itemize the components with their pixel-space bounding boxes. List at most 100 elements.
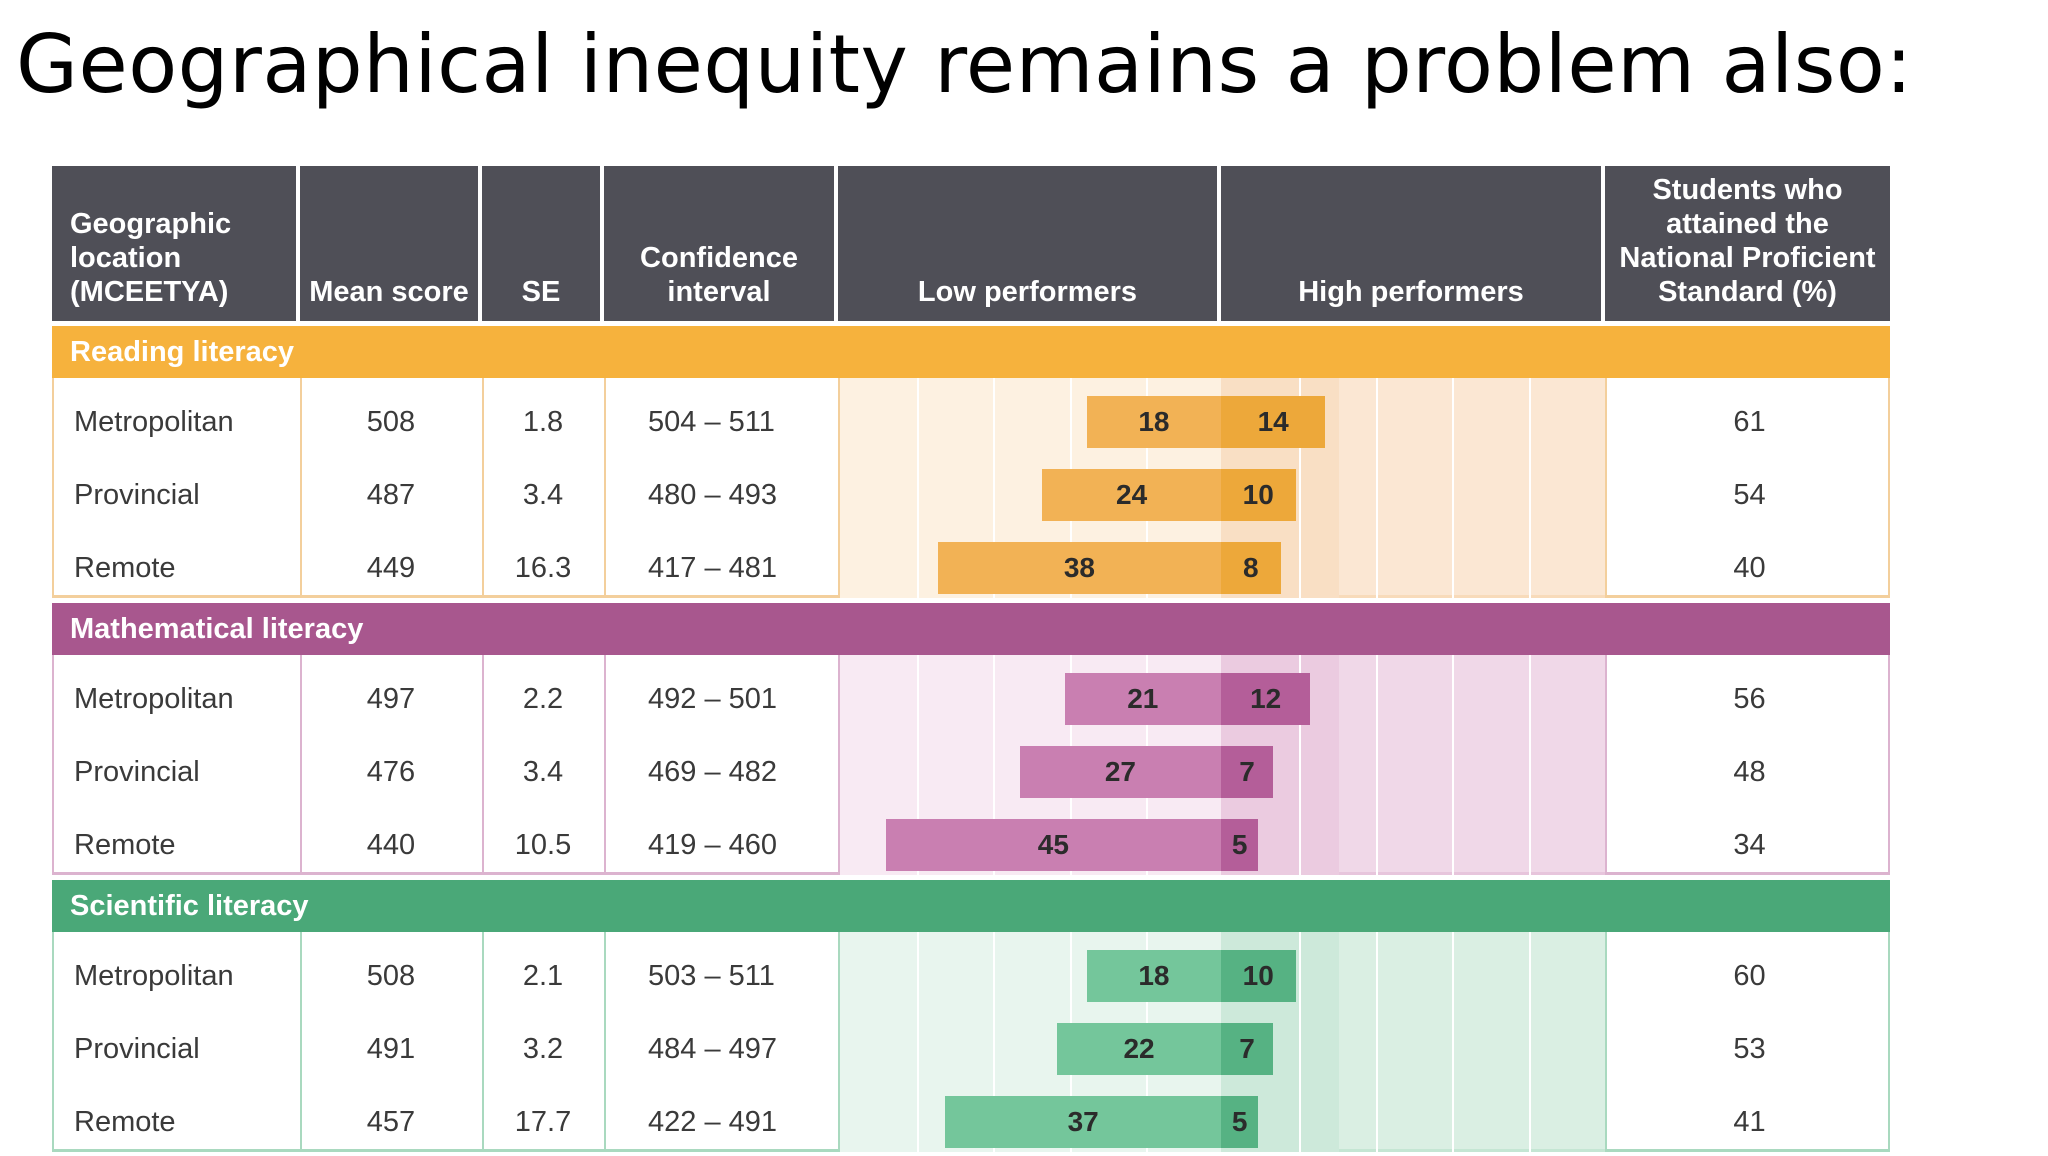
math-row-remote-cell-mean-score: 440 (366, 829, 416, 861)
science-row-metropolitan-low-bar (1086, 950, 1221, 1002)
science-row-provincial-cell-proficient-standard: 53 (1733, 1033, 1766, 1065)
reading-row-provincial-cell-location: Provincial (74, 479, 200, 511)
grid-line-math (1375, 655, 1378, 875)
math-row-provincial-high-bar (1221, 746, 1274, 798)
math-row-metropolitan-cell-se: 2.2 (522, 683, 564, 715)
math-row-metropolitan-cell-confidence-interval: 492 – 501 (648, 683, 778, 715)
header-divider (834, 166, 838, 321)
science-row-remote-high-label: 5 (1231, 1106, 1248, 1137)
section-block-science: Metropolitan 508 2.1 503 – 511 60 18 10 Provinc… (52, 932, 1890, 1152)
header-se: SE (482, 166, 600, 321)
header-divider (1217, 166, 1221, 321)
chart-area-high-reading (1339, 378, 1607, 598)
science-row-metropolitan-cell-location: Metropolitan (74, 960, 234, 992)
section-block-math: Metropolitan 497 2.2 492 – 501 56 21 12 Provinc… (52, 655, 1890, 875)
math-row-remote-cell-location: Remote (74, 829, 176, 861)
reading-row-provincial-cell-se: 3.4 (522, 479, 564, 511)
chart-area-high-math (1339, 655, 1607, 875)
header-confidence-interval: Confidence interval (604, 166, 834, 321)
science-row-metropolitan-high-bar (1221, 950, 1296, 1002)
reading-row-metropolitan-high-label: 14 (1257, 406, 1289, 437)
header-proficient-standard: Students who attained the National Profi… (1605, 166, 1890, 321)
grid-line-reading (1375, 378, 1378, 598)
reading-row-provincial-cell-mean-score: 487 (366, 479, 416, 511)
reading-row-metropolitan-cell-proficient-standard: 61 (1733, 406, 1766, 438)
science-row-metropolitan-low-label: 18 (1138, 960, 1170, 991)
grid-line-science (916, 932, 919, 1152)
header-high-performers: High performers (1221, 166, 1601, 321)
section-block-reading: Metropolitan 508 1.8 504 – 511 61 18 14 Provinc… (52, 378, 1890, 598)
grid-line-reading (1452, 378, 1454, 598)
math-row-remote-cell-se: 10.5 (514, 829, 572, 861)
performance-table: Geographic location (MCEETYA) Mean score… (52, 166, 1890, 1156)
reading-row-remote-cell-mean-score: 449 (366, 552, 416, 584)
column-divider-reading (838, 378, 840, 598)
science-row-provincial-cell-mean-score: 491 (366, 1033, 416, 1065)
slide-title: Geographical inequity remains a problem … (16, 18, 1913, 111)
reading-row-provincial-cell-proficient-standard: 54 (1733, 479, 1766, 511)
chart-area-high-science (1339, 932, 1607, 1152)
grid-line-science (1375, 932, 1378, 1152)
math-row-remote-cell-proficient-standard: 34 (1733, 829, 1766, 861)
math-row-metropolitan-low-bar (1064, 673, 1221, 725)
science-row-metropolitan-cell-confidence-interval: 503 – 511 (648, 960, 775, 992)
section-band-reading: Reading literacy (52, 326, 1890, 378)
grid-line-science (1528, 932, 1531, 1152)
grid-line-science (1452, 932, 1454, 1152)
reading-row-metropolitan-cell-se: 1.8 (522, 406, 564, 438)
grid-line-science (993, 932, 995, 1152)
column-divider-math (1605, 655, 1607, 875)
science-row-metropolitan-cell-proficient-standard: 60 (1733, 960, 1766, 992)
science-row-remote-cell-confidence-interval: 422 – 491 (648, 1106, 778, 1138)
reading-row-remote-cell-proficient-standard: 40 (1733, 552, 1766, 584)
column-divider-science (604, 932, 606, 1152)
reading-row-metropolitan-cell-mean-score: 508 (366, 406, 416, 438)
math-row-provincial-cell-se: 3.4 (522, 756, 564, 788)
grid-line-math (1528, 655, 1531, 875)
science-row-remote-cell-proficient-standard: 41 (1733, 1106, 1766, 1138)
column-divider-math (838, 655, 840, 875)
math-row-provincial-cell-confidence-interval: 469 – 482 (648, 756, 778, 788)
reading-row-provincial-high-bar (1221, 469, 1296, 521)
grid-line-reading (993, 378, 995, 598)
header-divider (600, 166, 604, 321)
grid-line-reading (1528, 378, 1531, 598)
column-divider-math (300, 655, 302, 875)
grid-line-reading (1299, 378, 1301, 598)
science-row-metropolitan-high-label: 10 (1242, 960, 1274, 991)
reading-row-provincial-cell-confidence-interval: 480 – 493 (648, 479, 778, 511)
grid-line-reading (916, 378, 919, 598)
column-divider-science (482, 932, 484, 1152)
reading-row-remote-high-label: 8 (1243, 552, 1259, 583)
grid-line-math (1299, 655, 1301, 875)
math-row-remote-high-label: 5 (1231, 829, 1248, 860)
reading-row-metropolitan-cell-confidence-interval: 504 – 511 (648, 406, 775, 438)
math-row-provincial-cell-mean-score: 476 (366, 756, 416, 788)
science-row-remote-cell-se: 17.7 (514, 1106, 572, 1138)
science-row-remote-cell-location: Remote (74, 1106, 176, 1138)
math-row-metropolitan-cell-location: Metropolitan (74, 683, 234, 715)
grid-line-math (1452, 655, 1454, 875)
reading-row-metropolitan-low-label: 18 (1138, 406, 1170, 437)
section-band-science: Scientific literacy (52, 880, 1890, 932)
reading-row-provincial-high-label: 10 (1242, 479, 1274, 510)
math-row-provincial-cell-location: Provincial (74, 756, 200, 788)
science-row-remote-low-label: 37 (1067, 1106, 1099, 1137)
reading-row-metropolitan-high-bar (1221, 396, 1326, 448)
science-row-metropolitan-cell-mean-score: 508 (366, 960, 416, 992)
reading-row-remote-high-bar (1221, 542, 1281, 594)
math-row-metropolitan-high-label: 12 (1250, 683, 1282, 714)
science-row-provincial-high-bar (1221, 1023, 1274, 1075)
reading-row-remote-cell-confidence-interval: 417 – 481 (648, 552, 778, 584)
column-divider-reading (604, 378, 606, 598)
math-row-provincial-low-bar (1019, 746, 1221, 798)
header-divider (478, 166, 482, 321)
science-row-remote-low-bar (945, 1096, 1221, 1148)
science-row-provincial-cell-location: Provincial (74, 1033, 200, 1065)
math-row-provincial-high-label: 7 (1239, 756, 1255, 787)
column-divider-math (482, 655, 484, 875)
reading-row-remote-cell-location: Remote (74, 552, 176, 584)
column-divider-reading (300, 378, 302, 598)
science-row-provincial-cell-se: 3.2 (522, 1033, 564, 1065)
math-row-remote-cell-confidence-interval: 419 – 460 (648, 829, 778, 861)
